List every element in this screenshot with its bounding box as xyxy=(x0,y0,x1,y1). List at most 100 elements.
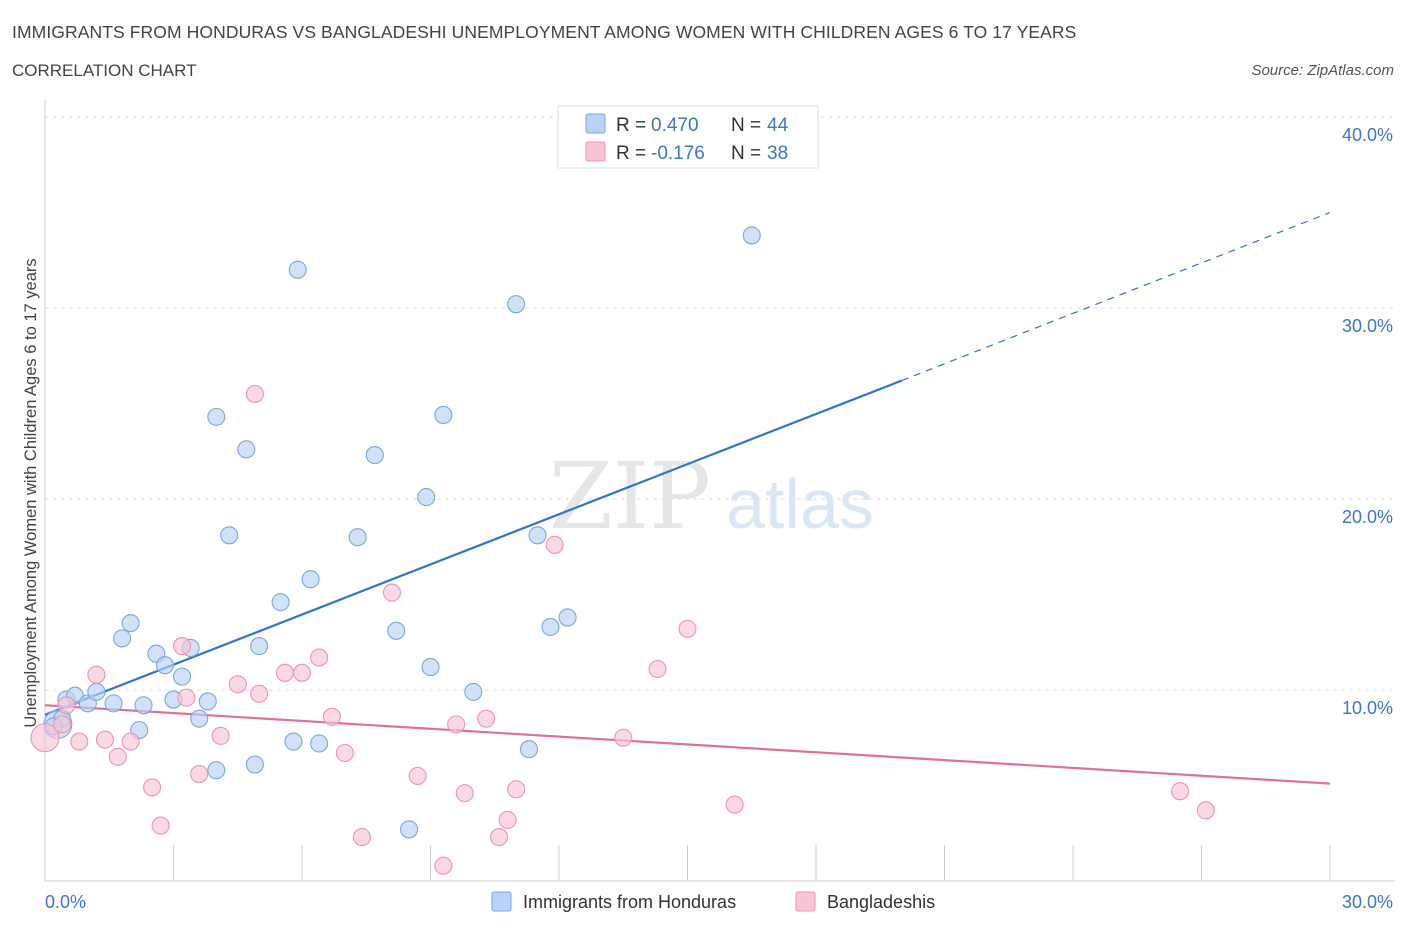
grid-lines xyxy=(45,116,1395,691)
bangladesh-point-4 xyxy=(87,665,106,684)
honduras-point-10 xyxy=(134,696,153,715)
honduras-point-40 xyxy=(541,617,560,637)
trend-lines xyxy=(44,211,1331,785)
r-label-1: R = xyxy=(616,115,651,136)
bangladesh-point-33 xyxy=(614,728,633,747)
honduras-point-37 xyxy=(507,295,526,314)
bangladesh-point-22 xyxy=(352,828,372,847)
honduras-point-36 xyxy=(464,682,483,701)
bangladesh-point-1 xyxy=(53,715,72,734)
honduras-point-8 xyxy=(121,614,140,633)
bangladesh-point-14 xyxy=(228,675,247,694)
bangladesh-point-37 xyxy=(1171,782,1190,801)
honduras-point-18 xyxy=(207,407,226,426)
honduras-point-33 xyxy=(417,488,436,507)
bangladesh-point-36 xyxy=(725,795,744,814)
bangladesh-point-0 xyxy=(30,723,60,753)
x-tick-label-1: 30.0% xyxy=(1342,892,1393,912)
svg-text:R = -0.176 N =: R = -0.176 N = 38 xyxy=(616,143,788,164)
honduras-point-20 xyxy=(220,526,239,545)
bangladesh-point-34 xyxy=(648,659,667,679)
bangladesh-swatch xyxy=(585,141,606,162)
bangladesh-point-2 xyxy=(57,696,76,715)
bangladesh-point-26 xyxy=(447,715,466,734)
data-points xyxy=(30,226,1215,875)
tick-labels: 10.0% 20.0% 30.0% 40.0% 0.0% 30.0% xyxy=(45,125,1393,912)
honduras-point-35 xyxy=(434,405,453,425)
chart-subtitle: CORRELATION CHART xyxy=(12,61,197,80)
honduras-point-27 xyxy=(301,570,320,589)
bangladesh-point-20 xyxy=(322,707,342,726)
bangladesh-point-25 xyxy=(434,856,453,875)
bangladesh-point-7 xyxy=(121,732,140,751)
honduras-point-5 xyxy=(87,682,106,701)
honduras-point-24 xyxy=(271,593,290,612)
bangladesh-point-27 xyxy=(455,784,474,803)
y-tick-label-3: 40.0% xyxy=(1342,125,1393,145)
honduras-point-28 xyxy=(310,734,329,753)
r-value-2: -0.176 xyxy=(651,143,705,164)
honduras-point-21 xyxy=(237,440,256,459)
honduras-point-38 xyxy=(519,740,539,759)
bangladesh-point-5 xyxy=(95,730,115,749)
bangladesh-point-32 xyxy=(545,535,564,554)
bangladesh-point-31 xyxy=(507,780,526,799)
watermark-atlas: atlas xyxy=(726,465,874,543)
honduras-trend-extension xyxy=(901,211,1331,382)
bangladesh-point-24 xyxy=(408,766,427,786)
honduras-point-42 xyxy=(742,226,761,245)
honduras-trend-line xyxy=(44,379,903,716)
bangladesh-point-12 xyxy=(190,764,209,784)
bangladesh-point-18 xyxy=(292,663,312,682)
r-value-1: 0.470 xyxy=(651,115,699,136)
honduras-point-26 xyxy=(288,260,307,279)
svg-text:R = 0.470 N =: R = 0.470 N = 44 xyxy=(616,115,789,136)
bangladesh-point-28 xyxy=(477,709,496,728)
honduras-point-25 xyxy=(284,732,303,751)
y-tick-label-1: 20.0% xyxy=(1342,507,1393,527)
honduras-point-32 xyxy=(400,820,419,839)
honduras-point-23 xyxy=(250,637,269,656)
bangladesh-point-6 xyxy=(108,747,127,766)
legend-label-bangladesh: Bangladeshis xyxy=(827,892,935,912)
bangladesh-point-13 xyxy=(211,726,230,745)
n-label-2: N = xyxy=(731,143,766,164)
honduras-point-17 xyxy=(198,692,217,711)
honduras-point-14 xyxy=(173,667,192,686)
bangladesh-point-11 xyxy=(177,688,196,707)
n-value-1: 44 xyxy=(767,115,789,136)
legend-swatch-bangladesh xyxy=(795,891,816,912)
honduras-point-31 xyxy=(387,621,406,640)
y-tick-label-2: 30.0% xyxy=(1342,316,1393,336)
bangladesh-point-38 xyxy=(1196,801,1215,820)
honduras-point-12 xyxy=(155,656,174,675)
bangladesh-point-17 xyxy=(275,663,294,682)
y-tick-label-0: 10.0% xyxy=(1342,698,1393,718)
n-value-2: 38 xyxy=(767,143,788,164)
series-legend: Immigrants from Honduras Bangladeshis xyxy=(491,891,935,912)
honduras-point-7 xyxy=(113,629,132,648)
chart-title: IMMIGRANTS FROM HONDURAS VS BANGLADESHI … xyxy=(12,22,1077,42)
bangladesh-trend-line xyxy=(44,704,1331,785)
honduras-point-39 xyxy=(528,526,547,545)
bangladesh-point-8 xyxy=(143,778,162,797)
watermark-zip: ZIP xyxy=(549,443,711,550)
honduras-point-22 xyxy=(245,755,264,774)
bangladesh-point-21 xyxy=(335,743,354,763)
bangladesh-point-29 xyxy=(489,828,509,847)
honduras-point-19 xyxy=(207,761,226,780)
bangladesh-point-15 xyxy=(245,384,264,404)
n-label-1: N = xyxy=(731,115,766,136)
bangladesh-point-3 xyxy=(70,732,89,751)
legend-label-honduras: Immigrants from Honduras xyxy=(523,892,736,912)
source-label: Source: ZipAtlas.com xyxy=(1251,62,1394,79)
honduras-point-16 xyxy=(190,709,209,728)
honduras-point-30 xyxy=(365,446,384,465)
honduras-point-29 xyxy=(348,528,367,547)
bangladesh-point-10 xyxy=(173,637,192,656)
bangladesh-point-35 xyxy=(678,619,697,638)
bangladesh-point-19 xyxy=(310,648,329,667)
stats-legend: R = 0.470 N = 44 R = -0.176 N = 38 xyxy=(557,105,819,169)
y-axis-label: Unemployment Among Women with Children A… xyxy=(22,258,40,727)
